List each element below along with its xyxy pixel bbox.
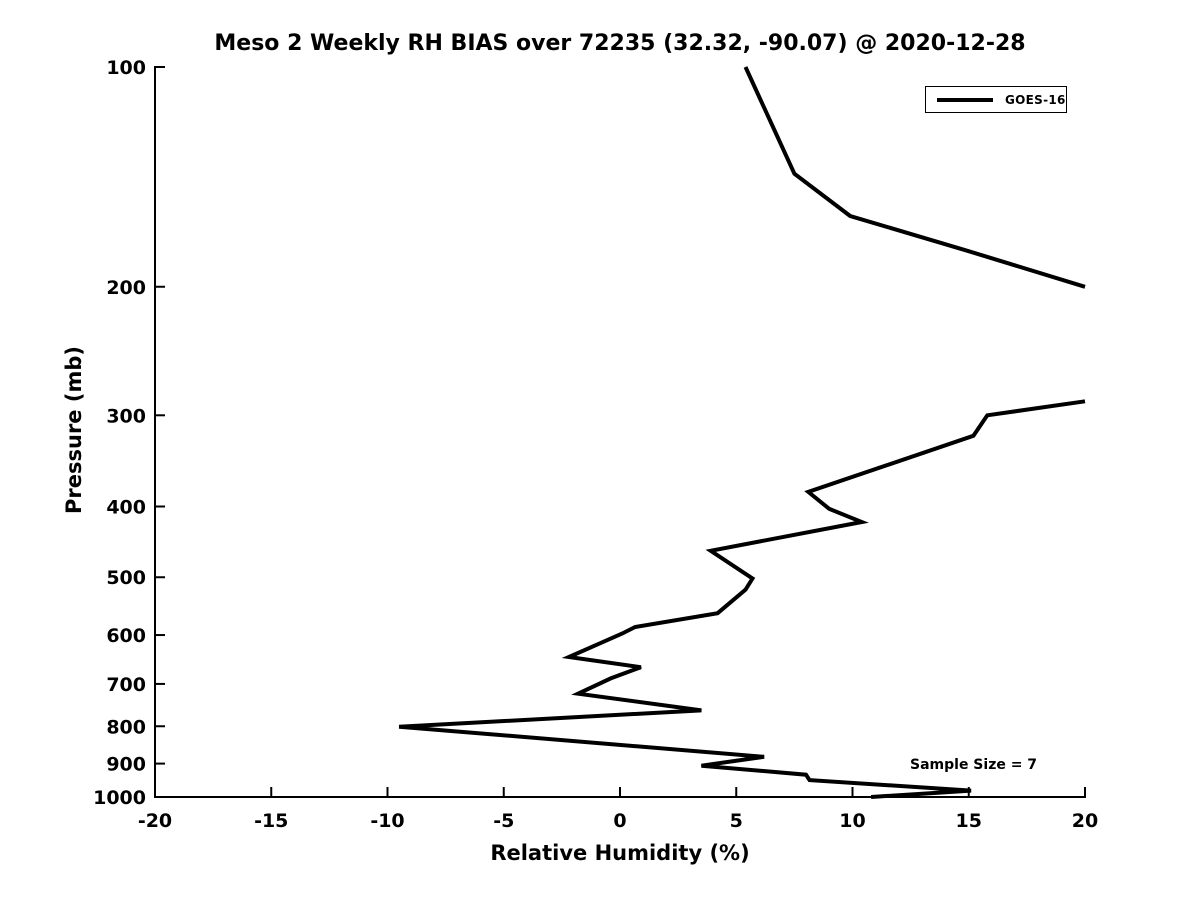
y-tick-label: 900 [106, 754, 146, 776]
legend-label: GOES-16 [1005, 92, 1066, 107]
y-tick-label: 400 [106, 497, 146, 519]
y-tick-label: 500 [106, 567, 146, 589]
x-tick-label: 0 [613, 810, 626, 832]
x-tick-label: -15 [254, 810, 288, 832]
x-tick-label: -10 [370, 810, 404, 832]
y-tick-label: 600 [106, 625, 146, 647]
y-tick-label: 800 [106, 716, 146, 738]
x-tick-label: 20 [1072, 810, 1098, 832]
x-tick-label: 15 [956, 810, 982, 832]
y-tick-label: 700 [106, 674, 146, 696]
y-axis-label: Pressure (mb) [62, 346, 86, 514]
series-line-goes-16 [743, 66, 1086, 289]
y-tick-label: 200 [106, 277, 146, 299]
sample-size-annotation: Sample Size = 7 [910, 757, 1038, 773]
chart-title: Meso 2 Weekly RH BIAS over 72235 (32.32,… [214, 31, 1026, 56]
series-line-goes-16 [398, 399, 1086, 799]
x-tick-label: 5 [730, 810, 743, 832]
x-tick-label: -5 [493, 810, 514, 832]
x-tick-label: 10 [839, 810, 865, 832]
legend: GOES-16 [925, 86, 1067, 113]
legend-line-sample [937, 97, 993, 102]
x-tick-label: -20 [138, 810, 172, 832]
y-tick-label: 1000 [93, 787, 146, 809]
y-tick-label: 100 [106, 57, 146, 79]
y-tick-label: 300 [106, 405, 146, 427]
x-axis-label: Relative Humidity (%) [490, 841, 750, 865]
